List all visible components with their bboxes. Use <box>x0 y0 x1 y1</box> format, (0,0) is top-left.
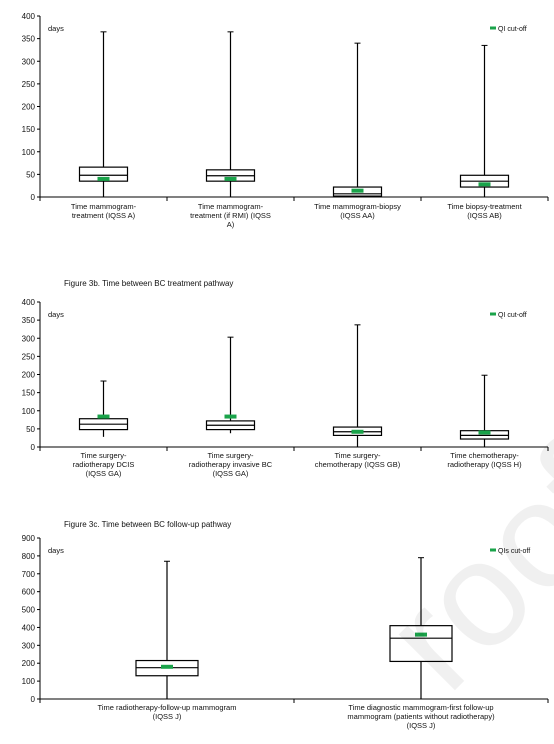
y-tick-label: 600 <box>22 588 36 597</box>
y-tick-label: 250 <box>22 80 36 89</box>
y-tick-label: 200 <box>22 103 36 112</box>
chart-panel-3: 0 100 200 300 400 500 600 700 800 900 days QIs cut-… <box>22 534 549 730</box>
y-tick-label: 350 <box>22 35 36 44</box>
y-tick-label: 150 <box>22 389 36 398</box>
category-label: (IQSS J) <box>153 712 182 721</box>
y-tick-label: 150 <box>22 125 36 134</box>
y-tick-label: 200 <box>22 371 36 380</box>
y-tick-label: 100 <box>22 148 36 157</box>
y-tick-label: 200 <box>22 659 36 668</box>
y-tick-label: 50 <box>26 170 35 179</box>
box <box>389 625 453 663</box>
y-axis-label: days <box>48 24 64 33</box>
category-label: mammogram (patients without radiotherapy… <box>347 712 495 721</box>
y-tick-label: 250 <box>22 352 36 361</box>
category-label: treatment (IQSS A) <box>72 211 136 220</box>
category-label: chemotherapy (IQSS GB) <box>315 460 401 469</box>
y-tick-label: 900 <box>22 534 36 543</box>
chart-panel-2: 0 50 100 150 200 250 300 350 400 days QI cut-off Ti… <box>22 298 549 478</box>
legend-label: QI cut-off <box>498 26 527 33</box>
category-label: Time chemotherapy- <box>450 451 519 460</box>
category-label: Time diagnostic mammogram-first follow-u… <box>348 703 493 712</box>
y-tick-label: 0 <box>31 193 36 202</box>
y-axis-label: days <box>48 546 64 555</box>
y-tick-label: 100 <box>22 407 36 416</box>
category-label: Time surgery- <box>208 451 254 460</box>
category-label: (IQSS GA) <box>213 469 249 478</box>
y-tick-label: 100 <box>22 677 36 686</box>
category-label: radiotherapy (IQSS H) <box>447 460 522 469</box>
category-label: (IQSS J) <box>407 721 436 730</box>
y-tick-label: 400 <box>22 12 36 21</box>
category-label: (IQSS AA) <box>340 211 375 220</box>
category-label: (IQSS GA) <box>86 469 122 478</box>
y-tick-label: 300 <box>22 641 36 650</box>
legend-label: QIs cut-off <box>498 548 530 555</box>
category-label: Time biopsy-treatment <box>447 202 522 211</box>
y-tick-label: 0 <box>31 443 36 452</box>
category-label: Time radiotherapy-follow-up mammogram <box>98 703 237 712</box>
category-label: Time mammogram- <box>71 202 137 211</box>
category-label: Time surgery- <box>335 451 381 460</box>
y-tick-label: 300 <box>22 57 36 66</box>
category-label: radiotherapy DCIS <box>73 460 135 469</box>
figure-3b-title: Figure 3b. Time between BC treatment pat… <box>64 279 234 288</box>
figure-3c-title: Figure 3c. Time between BC follow-up pat… <box>64 520 232 529</box>
y-tick-label: 350 <box>22 316 36 325</box>
y-tick-label: 300 <box>22 334 36 343</box>
category-label: Time mammogram- <box>198 202 264 211</box>
y-tick-label: 700 <box>22 570 36 579</box>
category-label: Time mammogram-biopsy <box>314 202 401 211</box>
y-tick-label: 500 <box>22 606 36 615</box>
y-tick-label: 800 <box>22 552 36 561</box>
category-label: A) <box>227 220 235 229</box>
category-label: (IQSS AB) <box>467 211 502 220</box>
category-label: Time surgery- <box>81 451 127 460</box>
y-axis-label: days <box>48 310 64 319</box>
y-tick-label: 0 <box>31 695 36 704</box>
category-label: treatment (if RMI) (IQSS <box>190 211 271 220</box>
y-tick-label: 400 <box>22 623 36 632</box>
y-tick-label: 400 <box>22 298 36 307</box>
box <box>78 166 129 182</box>
legend-label: QI cut-off <box>498 312 527 319</box>
category-label: radiotherapy invasive BC <box>189 460 273 469</box>
y-tick-label: 50 <box>26 425 35 434</box>
chart-panel-1: 0 50 100 150 200 250 300 350 400 days QI cut-off Ti… <box>22 12 549 229</box>
